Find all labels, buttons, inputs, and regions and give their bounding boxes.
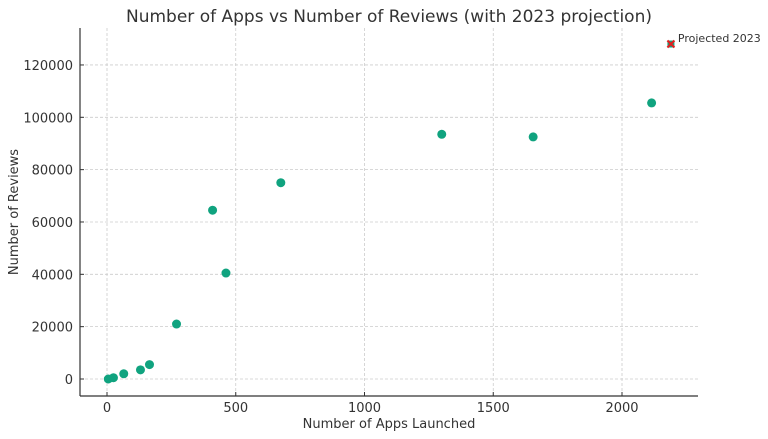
x-axis-ticks: 0 500 1000 1500 2000 [103,392,639,416]
projected-x-marker [666,39,676,49]
data-point [208,205,218,215]
data-point [647,98,657,108]
data-point [528,132,538,142]
y-tick-label: 0 [65,373,73,388]
x-tick-label: 0 [103,401,111,416]
data-point [135,365,145,375]
x-tick-label: 1000 [348,401,381,416]
data-point [276,178,286,188]
data-point [119,369,129,379]
y-tick-label: 80000 [32,164,73,179]
x-tick-label: 500 [223,401,248,416]
data-point [144,360,154,370]
y-axis-label: Number of Reviews [7,149,22,275]
grid-lines [80,28,698,396]
chart-title: Number of Apps vs Number of Reviews (wit… [126,7,652,27]
y-tick-label: 120000 [23,59,73,74]
data-points: Projected 2023 [103,32,761,384]
data-point [108,373,118,383]
data-point [437,129,447,139]
x-axis-label: Number of Apps Launched [303,417,476,432]
x-tick-label: 1500 [477,401,510,416]
y-tick-label: 60000 [32,216,73,231]
y-tick-label: 20000 [32,321,73,336]
y-tick-label: 40000 [32,268,73,283]
y-axis-ticks: 0 20000 40000 60000 80000 100000 120000 [23,59,84,388]
annotation-projected-2023: Projected 2023 [678,32,761,45]
data-point [172,319,182,329]
data-point [221,268,231,278]
axes [79,28,698,397]
x-tick-label: 2000 [605,401,638,416]
y-tick-label: 100000 [23,111,73,126]
